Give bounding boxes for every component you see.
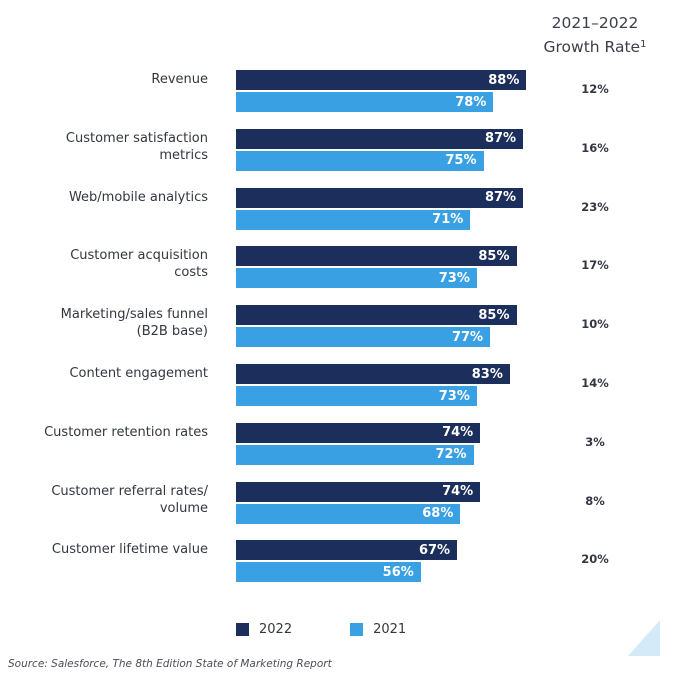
- category-label-line: Content engagement: [69, 366, 208, 381]
- bar-2022: 87%: [236, 128, 524, 149]
- category-label-line: Marketing/sales funnel: [60, 307, 208, 323]
- legend-swatch-2022: [236, 623, 249, 636]
- growth-rate-value: 20%: [581, 552, 609, 567]
- bar-value-label: 67%: [418, 542, 451, 558]
- growth-rate-value: 10%: [581, 317, 609, 332]
- bar-2022: 74%: [236, 481, 481, 502]
- legend-item-2021: 2021: [350, 622, 406, 637]
- bar-2021: 71%: [236, 209, 471, 230]
- category-label-line: Revenue: [151, 72, 208, 87]
- growth-rate-header: 2021–2022 Growth Rate1: [525, 12, 665, 58]
- bar-value-label: 56%: [382, 564, 414, 580]
- bar-value-label: 68%: [422, 506, 454, 522]
- bar-2021: 75%: [236, 150, 484, 171]
- bar-value-label: 71%: [432, 212, 464, 228]
- bar-value-label: 85%: [478, 307, 510, 323]
- bar-2021: 78%: [236, 92, 494, 112]
- bar-value-label: 87%: [484, 131, 517, 147]
- legend-item-2022: 2022: [236, 622, 292, 637]
- growth-rate-value: 23%: [581, 199, 609, 214]
- category-label-line: volume: [159, 500, 208, 516]
- category-label: Customer acquisition costs: [0, 247, 208, 281]
- bar-value-label: 72%: [435, 447, 467, 463]
- category-label: Marketing/sales funnel (B2B base): [0, 306, 208, 340]
- growth-rate-value: 16%: [581, 140, 609, 155]
- bar-2021: 73%: [236, 268, 477, 289]
- category-label-line: metrics: [159, 147, 208, 163]
- legend-swatch-2021: [350, 623, 364, 636]
- bar-2021: 77%: [236, 327, 491, 348]
- corner-decoration: [628, 620, 660, 656]
- category-label-line: Customer referral rates/: [51, 483, 208, 499]
- bar-2021: 72%: [236, 444, 474, 465]
- bar-2022: 88%: [236, 70, 527, 90]
- growth-rate-value: 17%: [581, 258, 609, 273]
- bar-value-label: 73%: [438, 388, 470, 404]
- growth-rate-header-years: 2021–2022: [551, 14, 639, 32]
- category-label-line: (B2B base): [136, 324, 208, 340]
- category-label-line: Customer acquisition: [70, 248, 208, 264]
- category-label: Customer satisfaction metrics: [0, 130, 208, 164]
- bar-2022: 85%: [236, 246, 517, 267]
- category-label: Revenue: [0, 71, 208, 88]
- category-label-line: costs: [174, 265, 208, 281]
- legend-label-2022: 2022: [259, 622, 293, 637]
- bar-value-label: 74%: [442, 425, 474, 441]
- bar-value-label: 85%: [478, 248, 510, 264]
- bar-2022: 87%: [236, 187, 524, 208]
- bar-value-label: 75%: [445, 153, 477, 169]
- bar-2021: 68%: [236, 503, 461, 524]
- growth-rate-footnote-marker: 1: [640, 39, 647, 50]
- growth-rate-value: 3%: [585, 434, 605, 449]
- bar-value-label: 77%: [451, 329, 484, 345]
- bar-value-label: 78%: [455, 94, 487, 110]
- category-label: Customer referral rates/volume: [0, 483, 208, 517]
- growth-rate-header-label: Growth Rate: [543, 38, 641, 56]
- chart-legend: 2022 2021: [236, 622, 464, 637]
- category-label: Content engagement: [0, 365, 208, 382]
- category-label-line: Customer lifetime value: [51, 542, 208, 558]
- category-label: Web/mobile analytics: [0, 189, 208, 206]
- legend-label-2021: 2021: [373, 622, 407, 637]
- category-label-line: Customer retention rates: [44, 424, 208, 440]
- bar-value-label: 83%: [471, 366, 503, 382]
- bar-value-label: 88%: [488, 72, 520, 88]
- category-label-line: Customer satisfaction: [65, 130, 208, 146]
- bar-2022: 83%: [236, 364, 510, 384]
- growth-rate-header-title: Growth Rate1: [525, 34, 665, 58]
- bar-value-label: 73%: [438, 270, 470, 286]
- bar-2022: 67%: [236, 540, 458, 561]
- bar-value-label: 74%: [442, 484, 474, 500]
- bar-value-label: 87%: [484, 190, 517, 206]
- bar-2021: 73%: [236, 386, 477, 406]
- bar-2022: 74%: [236, 422, 481, 443]
- growth-rate-value: 8%: [585, 493, 605, 508]
- category-label: Customer retention rates: [0, 424, 208, 441]
- bar-2022: 85%: [236, 305, 517, 326]
- category-label-line: Web/mobile analytics: [68, 189, 208, 205]
- growth-rate-value: 12%: [581, 82, 609, 96]
- source-note: Source: Salesforce, The 8th Edition Stat…: [8, 658, 332, 670]
- category-label: Customer lifetime value: [0, 541, 208, 558]
- bar-2021: 56%: [236, 562, 421, 583]
- growth-rate-value: 14%: [581, 376, 609, 390]
